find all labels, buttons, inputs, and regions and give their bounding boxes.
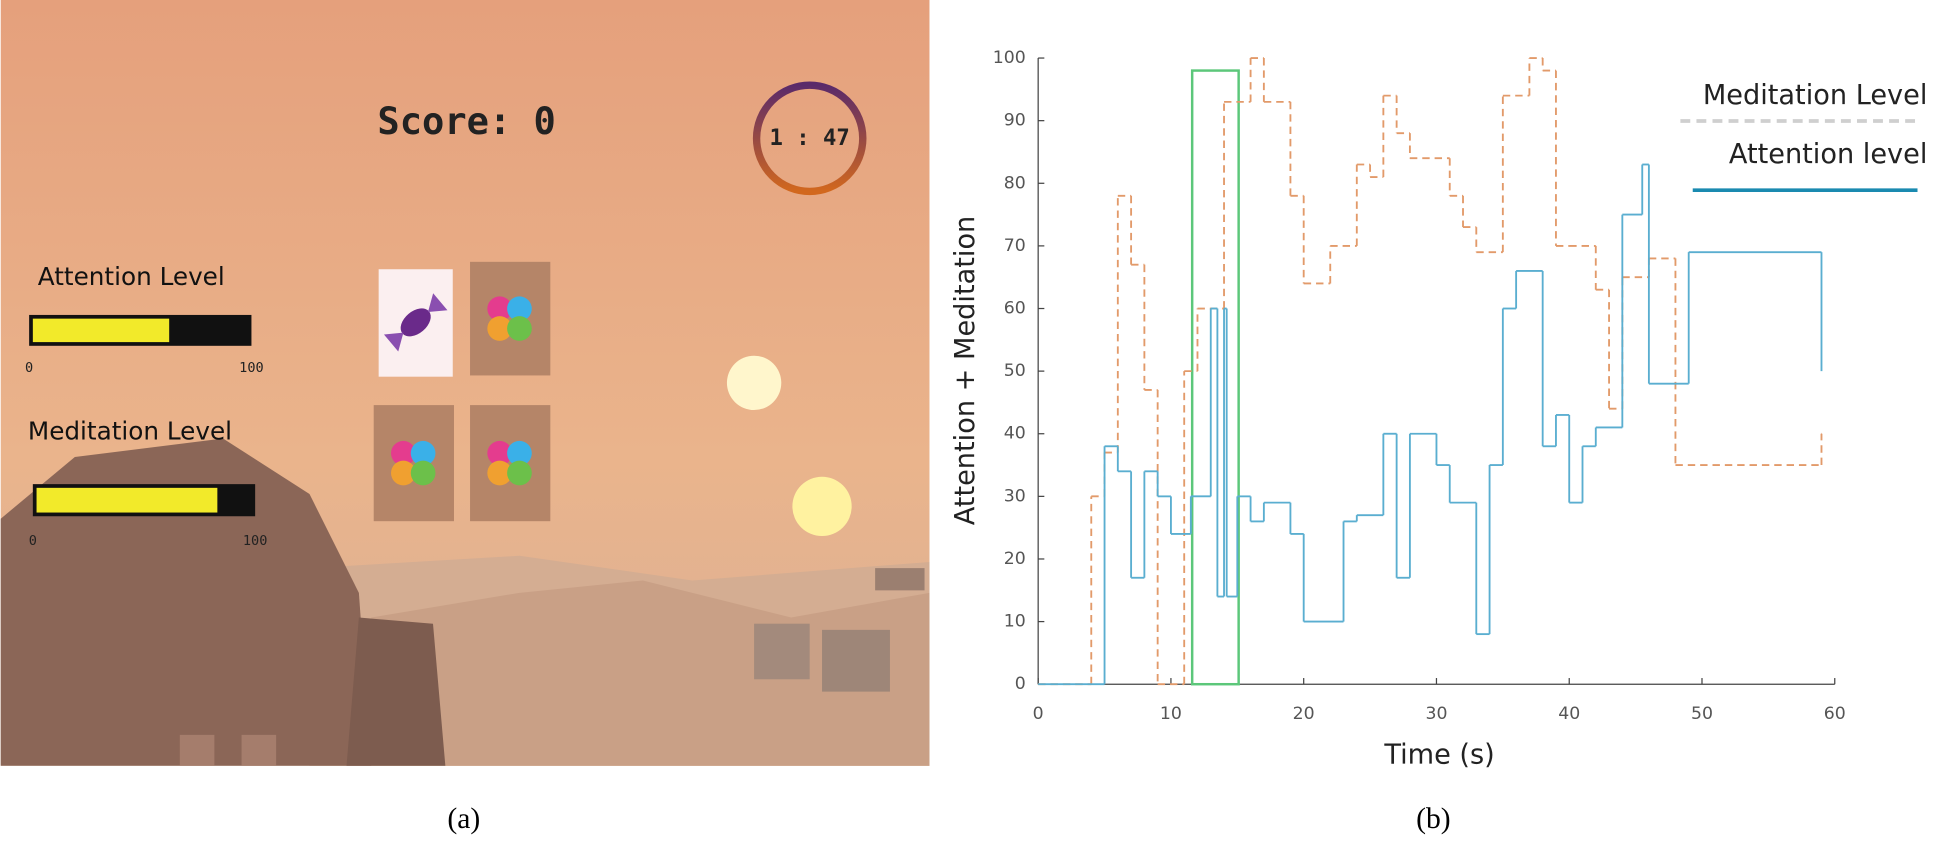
legend-label: Meditation Level — [1703, 80, 1928, 111]
y-tick-label: 90 — [1004, 111, 1026, 131]
candy-icon — [383, 293, 448, 352]
caption: (a) — [447, 803, 480, 835]
y-tick-label: 50 — [1004, 361, 1026, 381]
x-tick-label: 40 — [1558, 704, 1580, 724]
level-bar — [36, 487, 218, 513]
card[interactable] — [470, 261, 551, 376]
dome — [0, 438, 372, 766]
highlight-box — [1190, 69, 1240, 686]
y-tick-label: 100 — [993, 48, 1026, 68]
building — [754, 623, 810, 680]
window — [241, 734, 277, 766]
y-tick-label: 10 — [1004, 612, 1026, 632]
window — [179, 734, 215, 766]
y-tick-label: 40 — [1004, 424, 1026, 444]
y-tick-label: 60 — [1004, 299, 1026, 319]
timer: 1 : 47 — [770, 125, 850, 151]
building — [822, 629, 890, 692]
card-icons — [391, 296, 532, 486]
x-tick-label: 60 — [1824, 704, 1846, 724]
y-tick-label: 80 — [1004, 173, 1026, 193]
score: Score: 0 — [377, 100, 555, 143]
meditation-label: Meditation Level — [28, 416, 232, 445]
y-tick-label: 0 — [1015, 674, 1026, 694]
level-bar — [32, 318, 170, 343]
y-axis-label: Attention + Meditation — [950, 216, 981, 526]
sun — [792, 476, 852, 537]
x-tick-label: 50 — [1691, 704, 1713, 724]
timer-ring — [752, 81, 867, 196]
x-axis-label: Time (s) — [1383, 739, 1494, 770]
caption: (b) — [1416, 803, 1451, 835]
game-screen: Score: 0 1 : 47 Attention Level Meditati… — [0, 0, 930, 766]
dome — [346, 617, 446, 766]
x-tick-label: 20 — [1293, 704, 1315, 724]
card[interactable] — [470, 405, 551, 522]
x-tick-label: 30 — [1425, 704, 1447, 724]
y-tick-label: 70 — [1004, 236, 1026, 256]
y-tick-label: 30 — [1004, 486, 1026, 506]
card[interactable] — [373, 405, 454, 522]
attention-label: Attention Level — [38, 262, 225, 291]
sun — [726, 355, 782, 411]
x-tick-label: 10 — [1160, 704, 1182, 724]
y-tick-label: 20 — [1004, 549, 1026, 569]
level-tick-label: 100 — [239, 360, 264, 376]
building — [875, 568, 925, 591]
level-tick-label: 0 — [29, 533, 37, 549]
level-tick-label: 0 — [25, 360, 33, 376]
legend-label: Attention level — [1729, 139, 1928, 170]
level-tick-label: 100 — [243, 533, 268, 549]
x-tick-label: 0 — [1033, 704, 1044, 724]
